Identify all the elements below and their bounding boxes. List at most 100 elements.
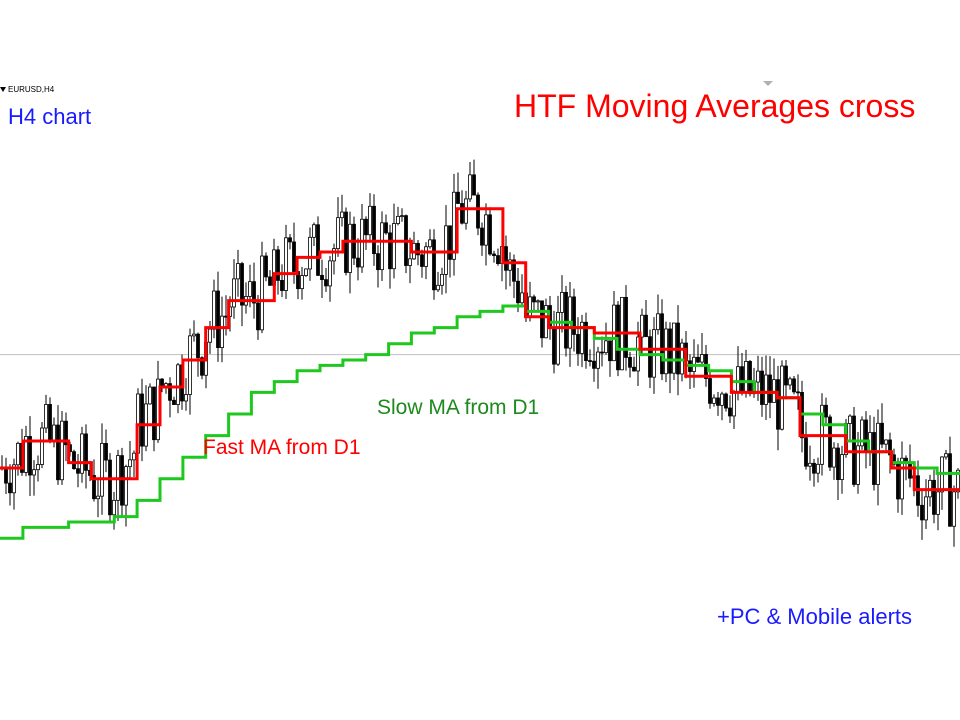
candle-body [804,437,808,467]
candle-body [76,468,80,474]
candle-body [708,378,712,404]
candle-body [784,365,788,386]
candle-body [444,225,448,275]
candle-body [556,312,560,365]
candle-body [360,218,364,268]
candle-body [256,302,260,331]
candle-body [724,393,728,409]
candle-body [336,217,340,250]
candle-body [4,466,8,484]
candle-body [148,386,152,405]
candle-body [60,420,64,481]
candle-body [480,227,484,246]
candle-body [576,334,580,354]
candle-body [332,248,336,262]
candle-body [580,321,584,354]
candle-body [428,239,432,248]
candle-body [660,313,664,375]
candle-body [864,419,868,452]
slow-ma-label: Slow MA from D1 [377,396,540,419]
candle-body [304,268,308,276]
candle-body [584,321,588,361]
candle-body [664,328,668,375]
candle-body [340,211,344,219]
candle-body [644,314,648,338]
candle-body [388,232,392,270]
candle-body [224,315,228,318]
candle-body [756,370,760,383]
slow-ma-line [0,304,960,540]
candle-body [288,237,292,243]
candle-body [872,432,876,485]
candle-body [856,445,860,485]
symbol-dropdown-icon[interactable] [0,87,6,93]
chart-shift-marker-icon[interactable] [763,81,773,86]
candle-body [608,340,612,362]
candle-body [48,404,52,441]
candle-body [836,447,840,480]
candle-body [168,383,172,401]
candle-body [788,378,792,386]
candle-body [308,236,312,270]
candle-body [100,442,104,497]
candle-body [560,291,564,313]
candle-body [364,218,368,236]
candle-body [728,407,732,417]
candle-body [40,427,44,465]
candle-body [884,439,888,445]
candle-body [196,333,200,359]
candle-body [732,391,736,417]
candle-body [512,259,516,282]
candle-body [848,415,852,424]
candle-body [436,284,440,291]
candle-body [900,457,904,500]
candle-body [324,279,328,287]
candle-body [628,357,632,368]
candle-body [112,499,116,516]
candle-body [572,296,576,335]
candle-body [860,419,864,447]
candle-body [380,222,384,271]
candle-body [832,447,836,468]
candle-body [448,225,452,260]
candle-body [600,351,604,354]
candle-body [312,224,316,238]
candle-body [768,374,772,403]
candle-body [124,466,128,506]
candle-body [232,278,236,308]
candle-body [440,273,444,286]
candle-body [32,469,36,476]
candle-body [924,496,928,521]
candlesticks [0,159,960,547]
candle-body [36,464,40,471]
candle-body [152,386,156,441]
candle-body [240,263,244,306]
candle-body [200,357,204,376]
candle-body [488,214,492,255]
fast-ma-line [0,207,960,492]
candle-body [188,335,192,395]
candle-body [508,259,512,271]
candle-body [356,257,360,268]
candle-body [736,366,740,393]
candle-body [400,215,404,218]
candle-body [496,255,500,264]
candle-body [532,296,536,303]
candle-body [184,394,188,402]
candle-body [172,399,176,405]
candle-body [640,314,644,338]
candle-body [52,424,56,441]
candle-body [252,281,256,304]
candle-body [104,442,108,461]
candle-body [468,174,472,200]
candle-body [408,258,412,266]
symbol-text: EURUSD,H4 [8,85,55,94]
candle-body [64,420,68,446]
candle-body [564,291,568,349]
candle-body [216,290,220,348]
candle-body [588,360,592,362]
candle-body [376,253,380,271]
candle-body [476,194,480,229]
candle-body [120,455,124,506]
